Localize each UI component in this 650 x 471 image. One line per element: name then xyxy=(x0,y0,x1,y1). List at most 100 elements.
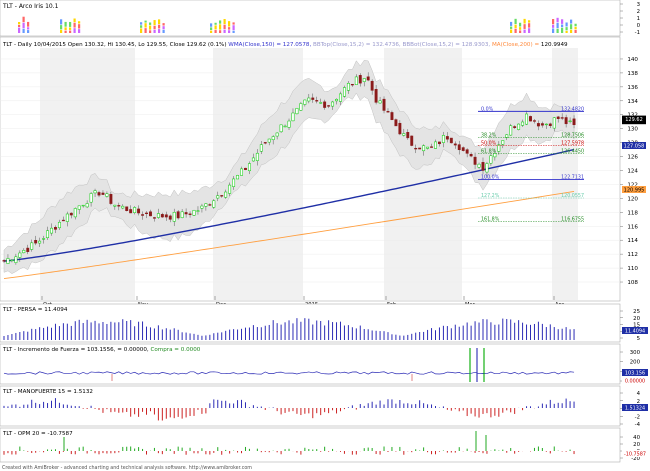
fuerza-line xyxy=(3,371,575,375)
candle xyxy=(533,120,536,122)
wma150-line xyxy=(3,148,575,262)
candle xyxy=(378,100,382,104)
arco-bar xyxy=(528,20,531,23)
candle xyxy=(30,242,34,250)
arco-bar xyxy=(162,29,165,33)
arco-bar xyxy=(162,26,165,30)
price-tick-label: 112 xyxy=(627,252,638,258)
persa-bars xyxy=(3,318,575,340)
arco-bar xyxy=(552,28,555,33)
arco-bar xyxy=(78,24,81,29)
candle xyxy=(196,210,200,212)
candle xyxy=(346,82,350,91)
arco-iris-title: TLT - Arco Iris 10.1 xyxy=(2,3,59,10)
arco-bar xyxy=(64,27,67,31)
candle xyxy=(390,112,394,120)
fibonacci-retracement[interactable]: 0.0% 132.4820 38.2% 128.7506 50.0% 127.5978 61… xyxy=(478,106,584,223)
candle xyxy=(572,118,576,126)
candle xyxy=(350,83,354,86)
candle xyxy=(497,144,501,152)
price-tick-label: 126 xyxy=(627,155,638,161)
arco-bar xyxy=(22,16,25,23)
candle xyxy=(6,258,10,264)
y-tick-label: 1 xyxy=(637,16,640,22)
manofuerte-pane[interactable]: TLT - MANOFUERTE 15 = 1.5132 420-2-4 1.5… xyxy=(0,385,648,428)
fuerza-pane[interactable]: TLT - Incremento de Fuerza = 103.1556, =… xyxy=(0,343,648,385)
candle xyxy=(517,123,521,130)
candle xyxy=(544,123,548,126)
arco-bar xyxy=(556,28,559,33)
arco-bar xyxy=(214,22,217,25)
arco-bar xyxy=(519,30,522,33)
candle xyxy=(279,124,283,133)
arco-bar xyxy=(219,24,222,30)
candle xyxy=(552,117,556,129)
arco-bar xyxy=(570,29,573,33)
y-tick-label: -1 xyxy=(635,30,640,36)
y-tick-label: 300 xyxy=(630,350,641,356)
candle xyxy=(275,132,279,137)
fib-level-label: 100.0% xyxy=(481,174,500,180)
candle xyxy=(331,101,335,107)
y-tick-label: 5 xyxy=(637,336,640,342)
value-tag-bg xyxy=(622,377,648,384)
arco-bar xyxy=(523,24,526,29)
arco-bar xyxy=(214,25,217,30)
fib-level-label: 38.2% xyxy=(481,132,497,138)
value-tag-bg xyxy=(622,450,648,457)
arco-bar xyxy=(223,29,226,33)
arco-bar xyxy=(73,22,76,28)
arco-bar xyxy=(210,27,213,30)
value-tag: 120.995 xyxy=(624,188,645,194)
candle xyxy=(461,147,465,151)
y-tick-label: 0 xyxy=(637,23,641,29)
candle xyxy=(208,204,212,206)
price-pane[interactable]: 0.0% 132.4820 38.2% 128.7506 50.0% 127.5978 61… xyxy=(0,36,646,308)
candle xyxy=(220,195,224,197)
fuerza-title: TLT - Incremento de Fuerza = 103.1556, =… xyxy=(2,347,201,353)
arco-bar xyxy=(556,17,559,23)
candle xyxy=(2,260,6,262)
arco-bar xyxy=(510,29,513,33)
month-shading xyxy=(40,48,578,300)
candle xyxy=(398,122,402,135)
candle xyxy=(267,138,271,143)
arco-bar xyxy=(565,30,568,33)
price-y-axis: 1401381361341321301281261241221201181161… xyxy=(620,57,638,286)
candle xyxy=(263,142,267,144)
arco-bar xyxy=(561,27,564,33)
candle xyxy=(529,116,532,122)
opm-pane[interactable]: TLT - OPM 20 = -10.7587 40200-20 -10.758… xyxy=(0,427,648,463)
candle xyxy=(430,146,433,148)
arco-bar xyxy=(64,30,67,33)
fib-level-value: 126.4450 xyxy=(561,148,584,154)
arco-bar xyxy=(149,25,152,30)
arco-bar xyxy=(228,21,231,27)
arco-bar xyxy=(158,19,161,25)
y-tick-label: 2 xyxy=(637,9,640,15)
candle xyxy=(50,227,53,234)
candle xyxy=(342,87,346,97)
persa-title: TLT - PERSA = 11.4094 xyxy=(2,307,68,313)
candle xyxy=(125,206,129,211)
candle xyxy=(188,213,192,215)
arco-bar xyxy=(153,20,156,26)
arco-bar xyxy=(552,24,555,28)
candle xyxy=(156,213,160,218)
arco-bar xyxy=(565,22,568,27)
fuerza-title-main: TLT - Incremento de Fuerza = 103.1556, xyxy=(2,347,117,353)
persa-pane[interactable]: TLT - PERSA = 11.4094 252015105 11.4094 xyxy=(0,303,648,343)
arco-bar xyxy=(561,19,564,24)
fib-level-value: 128.7506 xyxy=(561,132,584,138)
arco-bar xyxy=(210,23,213,27)
candle xyxy=(434,141,437,149)
ma200-line xyxy=(3,190,575,279)
candle xyxy=(65,213,69,222)
fuerza-value-tags: 103.156 0.00000 xyxy=(622,369,648,385)
candle xyxy=(485,163,489,173)
fib-level-value: 132.4820 xyxy=(561,106,584,112)
opm-title: TLT - OPM 20 = -10.7587 xyxy=(2,431,73,437)
candle xyxy=(560,117,564,119)
